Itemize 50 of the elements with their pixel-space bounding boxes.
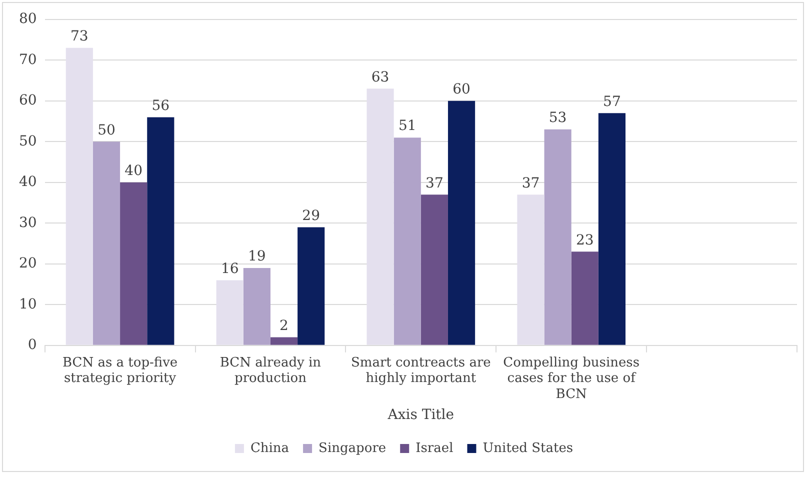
bar: [243, 268, 270, 345]
data-label: 16: [220, 260, 239, 277]
bar: [92, 142, 120, 345]
data-label: 50: [98, 122, 116, 138]
data-label: 29: [302, 208, 320, 224]
data-label: 53: [548, 110, 567, 126]
data-label: 57: [603, 94, 621, 110]
bar: [216, 280, 244, 345]
bar: [394, 138, 421, 345]
x-tick-label: BCN as a top-five strategic priority: [62, 356, 178, 386]
bar: [544, 129, 572, 345]
bar: [571, 252, 598, 345]
legend-label: Israel: [416, 440, 454, 456]
bar: [448, 100, 476, 345]
y-tick-label: 40: [18, 174, 37, 190]
data-label: 40: [124, 163, 142, 180]
data-label: 56: [152, 98, 170, 114]
y-tick-label: 20: [18, 256, 37, 272]
y-tick-label: 30: [18, 214, 37, 231]
x-tick-label: Smart contreacts are highly important: [350, 356, 492, 386]
bar: [270, 337, 298, 345]
data-label: 37: [522, 175, 540, 192]
y-tick-label: 0: [28, 337, 37, 354]
data-label: 51: [398, 118, 416, 134]
x-tick-label: Compelling business cases for the use of BCN: [503, 356, 640, 402]
data-label: 2: [280, 318, 288, 334]
bar: [598, 113, 626, 345]
bar: [147, 117, 174, 345]
y-tick-label: 70: [18, 52, 37, 68]
data-label: 73: [70, 28, 88, 45]
y-tick-label: 10: [18, 296, 37, 312]
y-tick-label: 60: [18, 92, 37, 109]
legend-label: Singapore: [318, 440, 386, 456]
legend-label: United States: [482, 440, 574, 456]
data-label: 23: [576, 232, 594, 248]
bar: [298, 227, 325, 345]
x-tick-label: BCN already in production: [220, 356, 322, 386]
bar: [120, 182, 148, 345]
data-label: 60: [452, 82, 470, 98]
data-label: 37: [426, 175, 444, 192]
bar: [420, 194, 448, 345]
data-label: 63: [371, 69, 390, 86]
y-tick-label: 50: [18, 133, 37, 150]
bar: [366, 88, 394, 345]
legend-label: China: [250, 440, 290, 456]
data-label: 19: [248, 248, 266, 265]
bar: [66, 48, 93, 345]
bar: [517, 194, 544, 345]
y-tick-label: 80: [18, 11, 37, 28]
x-axis-title: Axis Title: [386, 407, 454, 424]
